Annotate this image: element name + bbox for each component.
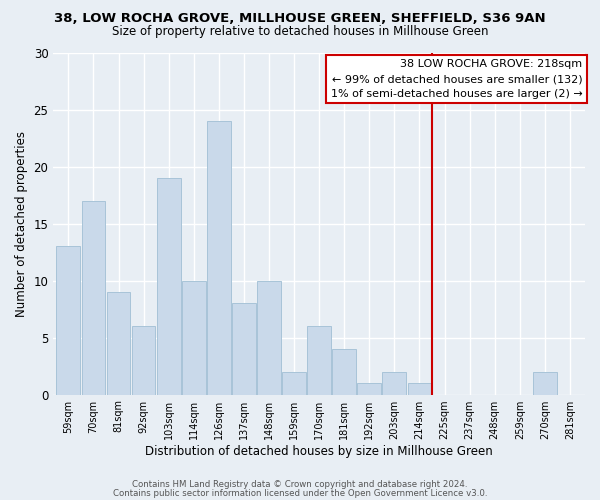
Text: Contains HM Land Registry data © Crown copyright and database right 2024.: Contains HM Land Registry data © Crown c… — [132, 480, 468, 489]
Bar — [382, 372, 406, 394]
Bar — [533, 372, 557, 394]
Bar — [358, 383, 381, 394]
Bar — [307, 326, 331, 394]
Text: Size of property relative to detached houses in Millhouse Green: Size of property relative to detached ho… — [112, 25, 488, 38]
Bar — [182, 280, 206, 394]
Y-axis label: Number of detached properties: Number of detached properties — [15, 130, 28, 316]
X-axis label: Distribution of detached houses by size in Millhouse Green: Distribution of detached houses by size … — [145, 444, 493, 458]
Bar — [257, 280, 281, 394]
Bar — [332, 349, 356, 395]
Bar — [282, 372, 306, 394]
Bar — [82, 200, 106, 394]
Text: Contains public sector information licensed under the Open Government Licence v3: Contains public sector information licen… — [113, 488, 487, 498]
Bar — [207, 121, 231, 394]
Text: 38 LOW ROCHA GROVE: 218sqm
← 99% of detached houses are smaller (132)
1% of semi: 38 LOW ROCHA GROVE: 218sqm ← 99% of deta… — [331, 60, 583, 99]
Bar — [107, 292, 130, 394]
Bar — [131, 326, 155, 394]
Bar — [232, 304, 256, 394]
Bar — [407, 383, 431, 394]
Bar — [56, 246, 80, 394]
Text: 38, LOW ROCHA GROVE, MILLHOUSE GREEN, SHEFFIELD, S36 9AN: 38, LOW ROCHA GROVE, MILLHOUSE GREEN, SH… — [54, 12, 546, 26]
Bar — [157, 178, 181, 394]
